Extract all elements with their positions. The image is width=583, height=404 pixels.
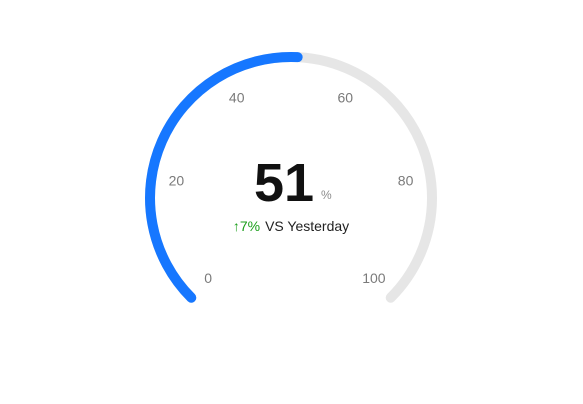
gauge-tick-labels: 0 20 40 60 80 100: [169, 89, 414, 286]
change-comparison-label: VS Yesterday: [265, 218, 349, 234]
tick-label-20: 20: [169, 172, 185, 188]
tick-label-60: 60: [338, 89, 354, 105]
change-value: 7%: [240, 218, 260, 234]
tick-label-100: 100: [362, 270, 386, 286]
change-indicator: ↑7% VS Yesterday: [233, 218, 349, 234]
gauge-value: 51: [254, 153, 314, 213]
tick-label-80: 80: [398, 172, 414, 188]
tick-label-40: 40: [229, 89, 245, 105]
tick-label-0: 0: [204, 270, 212, 286]
gauge-progress-arc: [145, 52, 303, 303]
change-up-arrow-icon: ↑: [233, 218, 240, 234]
gauge-unit: %: [321, 188, 332, 202]
